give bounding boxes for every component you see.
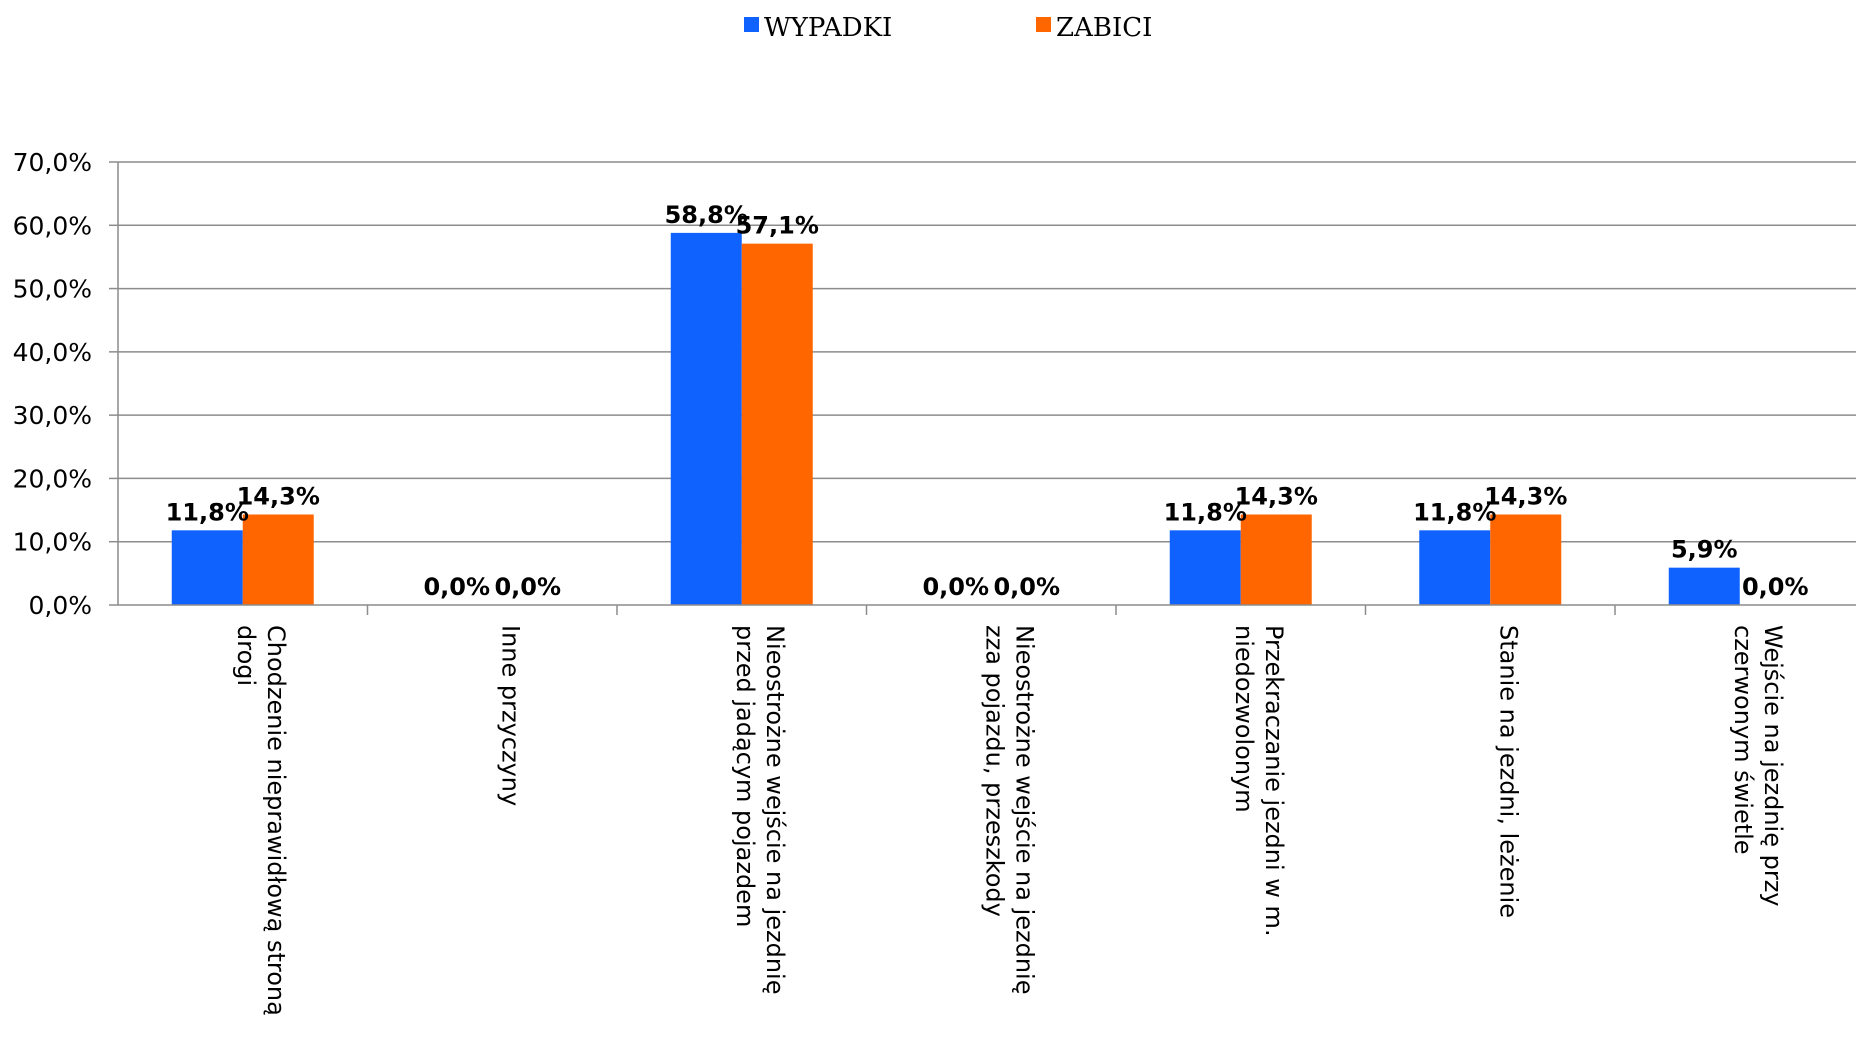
category-label-4: Przekraczanie jezdni w m.niedozwolonym xyxy=(1230,625,1288,937)
category-label-1: Inne przyczyny xyxy=(496,625,524,806)
x-axis xyxy=(118,604,1856,615)
category-label-line: Stanie na jezdni, leżenie xyxy=(1494,625,1522,918)
bar-zabici-5 xyxy=(1490,514,1562,605)
category-label-5: Stanie na jezdni, leżenie xyxy=(1494,625,1522,918)
data-label-wypadki-5: 11,8% xyxy=(1413,498,1496,526)
data-label-wypadki-4: 11,8% xyxy=(1164,498,1247,526)
data-label-zabici-1: 0,0% xyxy=(494,573,561,601)
data-label-zabici-3: 0,0% xyxy=(993,573,1060,601)
y-axis: 0,0% 10,0% 20,0% 30,0% 40,0% 50,0% 60,0% 70,0% xyxy=(13,148,119,620)
category-label-line: Inne przyczyny xyxy=(496,625,524,806)
y-tick-label: 20,0% xyxy=(13,464,92,493)
data-label-zabici-5: 14,3% xyxy=(1484,483,1567,511)
bar-zabici-2 xyxy=(741,243,813,606)
y-tick-label: 40,0% xyxy=(13,338,92,367)
bars xyxy=(171,232,1740,606)
bar-wypadki-0 xyxy=(171,530,243,605)
data-label-wypadki-6: 5,9% xyxy=(1671,536,1738,564)
data-labels: 11,8% 0,0% 58,8% 0,0% 11,8% 11,8% 5,9% 14,3% 0,0… xyxy=(166,201,1809,601)
legend-label-1: ZABICI xyxy=(1056,13,1152,43)
y-tick-label: 50,0% xyxy=(13,275,92,304)
legend: WYPADKI ZABICI xyxy=(744,13,1152,43)
bar-zabici-4 xyxy=(1240,514,1312,605)
bar-wypadki-5 xyxy=(1419,530,1491,605)
bar-wypadki-2 xyxy=(670,232,742,605)
category-label-line: przed jadącym pojazdem xyxy=(731,625,759,927)
bar-wypadki-4 xyxy=(1169,530,1241,605)
data-label-wypadki-1: 0,0% xyxy=(423,573,490,601)
y-tick-label: 70,0% xyxy=(13,148,92,177)
y-tick-label: 60,0% xyxy=(13,211,92,240)
legend-label-0: WYPADKI xyxy=(764,13,892,43)
gridlines xyxy=(118,161,1856,543)
data-label-zabici-4: 14,3% xyxy=(1235,483,1318,511)
data-label-zabici-2: 57,1% xyxy=(736,212,819,240)
data-label-wypadki-2: 58,8% xyxy=(665,201,748,229)
category-label-line: Chodzenie nieprawidłową stroną xyxy=(262,625,290,1016)
data-label-wypadki-0: 11,8% xyxy=(166,498,249,526)
category-label-line: drogi xyxy=(232,625,260,686)
y-tick-label: 0,0% xyxy=(28,591,92,620)
category-label-line: Nieostrożne wejście na jezdnię xyxy=(761,625,789,995)
y-tick-label: 10,0% xyxy=(13,528,92,557)
data-label-zabici-6: 0,0% xyxy=(1742,573,1809,601)
category-label-line: zza pojazdu, przeszkody xyxy=(980,625,1008,917)
category-label-line: czerwonym świetle xyxy=(1729,625,1757,855)
bar-zabici-0 xyxy=(242,514,314,605)
category-label-line: Przekraczanie jezdni w m. xyxy=(1260,625,1288,937)
data-label-wypadki-3: 0,0% xyxy=(922,573,989,601)
category-label-line: Nieostrożne wejście na jezdnię xyxy=(1010,625,1038,995)
category-label-line: Wejście na jezdnię przy xyxy=(1759,625,1787,907)
legend-swatch-0 xyxy=(744,17,759,32)
legend-swatch-1 xyxy=(1036,17,1051,32)
bar-wypadki-6 xyxy=(1668,567,1740,605)
y-tick-label: 30,0% xyxy=(13,401,92,430)
data-label-zabici-0: 14,3% xyxy=(237,483,320,511)
category-label-line: niedozwolonym xyxy=(1230,625,1258,813)
